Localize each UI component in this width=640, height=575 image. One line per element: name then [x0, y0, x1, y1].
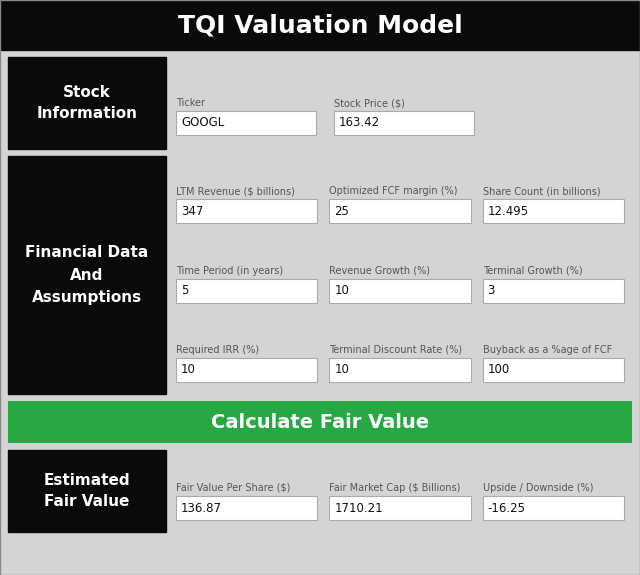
- Text: 12.495: 12.495: [488, 205, 529, 218]
- Text: Revenue Growth (%): Revenue Growth (%): [330, 266, 430, 275]
- Text: Terminal Growth (%): Terminal Growth (%): [483, 266, 582, 275]
- Text: Stock Price ($): Stock Price ($): [334, 98, 405, 108]
- FancyBboxPatch shape: [176, 496, 317, 520]
- Text: 163.42: 163.42: [339, 117, 380, 129]
- Text: 10: 10: [334, 363, 349, 377]
- Text: 100: 100: [488, 363, 510, 377]
- FancyBboxPatch shape: [0, 0, 640, 50]
- FancyBboxPatch shape: [330, 358, 470, 382]
- FancyBboxPatch shape: [330, 279, 470, 302]
- Text: LTM Revenue ($ billions): LTM Revenue ($ billions): [176, 186, 295, 196]
- Text: 1710.21: 1710.21: [334, 501, 383, 515]
- Text: 347: 347: [181, 205, 204, 218]
- Text: Financial Data
And
Assumptions: Financial Data And Assumptions: [26, 246, 148, 305]
- Text: Fair Value Per Share ($): Fair Value Per Share ($): [176, 483, 291, 493]
- FancyBboxPatch shape: [8, 156, 166, 394]
- FancyBboxPatch shape: [483, 358, 624, 382]
- FancyBboxPatch shape: [330, 496, 470, 520]
- Text: Ticker: Ticker: [176, 98, 205, 108]
- FancyBboxPatch shape: [176, 200, 317, 223]
- Text: 5: 5: [181, 284, 188, 297]
- FancyBboxPatch shape: [176, 358, 317, 382]
- Text: 3: 3: [488, 284, 495, 297]
- FancyBboxPatch shape: [483, 496, 624, 520]
- FancyBboxPatch shape: [176, 279, 317, 302]
- Text: GOOGL: GOOGL: [181, 117, 224, 129]
- Text: 10: 10: [181, 363, 196, 377]
- Text: Upside / Downside (%): Upside / Downside (%): [483, 483, 593, 493]
- FancyBboxPatch shape: [483, 200, 624, 223]
- FancyBboxPatch shape: [8, 57, 166, 149]
- Text: Time Period (in years): Time Period (in years): [176, 266, 283, 275]
- Text: Optimized FCF margin (%): Optimized FCF margin (%): [330, 186, 458, 196]
- Text: Calculate Fair Value: Calculate Fair Value: [211, 412, 429, 431]
- FancyBboxPatch shape: [8, 57, 632, 149]
- Text: Share Count (in billions): Share Count (in billions): [483, 186, 600, 196]
- Text: Terminal Discount Rate (%): Terminal Discount Rate (%): [330, 345, 463, 355]
- FancyBboxPatch shape: [483, 279, 624, 302]
- Text: TQI Valuation Model: TQI Valuation Model: [178, 13, 462, 37]
- Text: Buyback as a %age of FCF: Buyback as a %age of FCF: [483, 345, 612, 355]
- FancyBboxPatch shape: [334, 111, 474, 135]
- Text: -16.25: -16.25: [488, 501, 525, 515]
- Text: Stock
Information: Stock Information: [36, 85, 138, 121]
- Text: Fair Market Cap ($ Billions): Fair Market Cap ($ Billions): [330, 483, 461, 493]
- Text: 10: 10: [334, 284, 349, 297]
- FancyBboxPatch shape: [8, 156, 632, 394]
- FancyBboxPatch shape: [330, 200, 470, 223]
- FancyBboxPatch shape: [8, 450, 166, 532]
- Text: Required IRR (%): Required IRR (%): [176, 345, 259, 355]
- FancyBboxPatch shape: [176, 111, 316, 135]
- Text: Estimated
Fair Value: Estimated Fair Value: [44, 473, 131, 509]
- Text: 25: 25: [334, 205, 349, 218]
- FancyBboxPatch shape: [8, 401, 632, 443]
- FancyBboxPatch shape: [8, 450, 632, 532]
- Text: 136.87: 136.87: [181, 501, 222, 515]
